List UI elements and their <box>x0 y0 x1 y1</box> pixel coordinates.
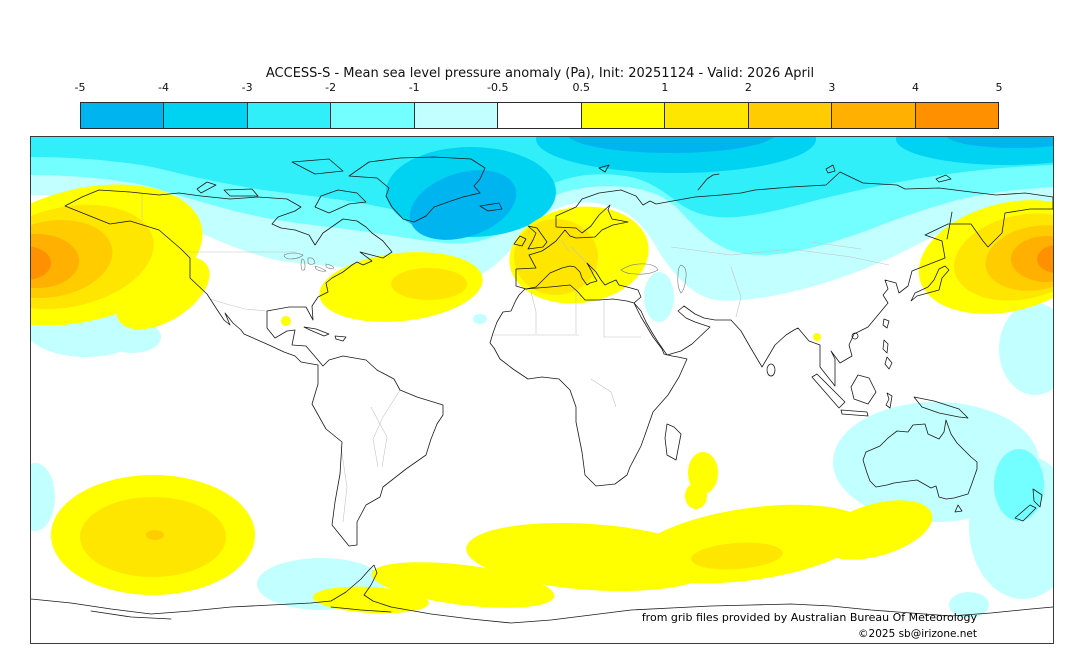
pressure-anomaly-map <box>31 137 1053 624</box>
japan-coastline <box>910 265 950 302</box>
colorbar-segment <box>831 103 915 128</box>
colorbar-tick-label: 3 <box>828 81 836 94</box>
tasmania-coastline <box>954 504 963 513</box>
colorbar-ticks: -5 -4 -3 -2 -1 -0.5 0.5 1 2 3 4 5 <box>75 81 1003 95</box>
java-coastline <box>840 409 869 417</box>
antarctica-ice-shelf-lines <box>90 606 392 620</box>
map-attribution: from grib files provided by Australian B… <box>642 609 977 642</box>
colorbar-segment <box>664 103 748 128</box>
colorbar-tick-label: -1 <box>408 81 420 94</box>
uk-coastline <box>527 225 548 250</box>
philippines-coastline <box>882 339 893 370</box>
borneo-coastline <box>850 374 877 405</box>
black-sea-outline <box>620 263 659 275</box>
caspian-sea-outline <box>677 264 687 294</box>
novaya-zemlya-coastline <box>697 173 720 191</box>
taiwan-coastline <box>882 318 890 329</box>
colorbar-tick-label: 5 <box>995 81 1003 94</box>
colorbar-tick-label: -3 <box>241 81 253 94</box>
coastlines <box>31 156 1053 624</box>
africa-coastline <box>489 284 688 487</box>
colorbar-segment <box>163 103 247 128</box>
figure-title: ACCESS-S - Mean sea level pressure anoma… <box>265 66 815 81</box>
country-borders <box>141 193 890 523</box>
colorbar-segment <box>413 103 498 128</box>
ireland-coastline <box>513 235 527 247</box>
colorbar-segment <box>497 103 581 128</box>
new-guinea-coastline <box>913 396 969 419</box>
iceland-coastline <box>479 202 503 212</box>
sumatra-coastline <box>811 373 846 409</box>
hainan-coastline <box>851 332 859 340</box>
colorbar-tick-label: -0.5 <box>486 81 509 94</box>
anomaly-negative-fills <box>31 137 1053 618</box>
new-zealand-coastline <box>1014 488 1043 522</box>
colorbar-segment <box>914 103 998 128</box>
colorbar-segment <box>81 103 164 128</box>
sri-lanka-coastline <box>766 363 776 377</box>
attribution-copyright: ©2025 sb@irizone.net <box>858 627 977 640</box>
colorbar-segment <box>580 103 665 128</box>
colorbar-tick-label: -4 <box>158 81 170 94</box>
colorbar-tick-label: -2 <box>325 81 337 94</box>
hispaniola-coastline <box>334 335 347 342</box>
victoria-island-coastline <box>223 188 259 197</box>
banks-island-coastline <box>196 181 217 194</box>
colorbar-segment <box>747 103 832 128</box>
new-siberian-islands-coastline <box>935 174 952 183</box>
colorbar-tick-label: 1 <box>661 81 669 94</box>
colorbar-segment <box>246 103 331 128</box>
world-map: from grib files provided by Australian B… <box>30 136 1054 644</box>
americas-coastline <box>64 189 444 547</box>
eurasia-coastline <box>515 171 1053 387</box>
severnaya-zemlya-coastline <box>825 164 836 174</box>
australia-coastline <box>862 419 978 500</box>
colorbar-tick-label: -5 <box>74 81 86 94</box>
sulawesi-coastline <box>885 392 893 409</box>
colorbar-tick-label: 2 <box>744 81 752 94</box>
cuba-coastline <box>303 326 330 337</box>
madagascar-coastline <box>664 423 682 461</box>
colorbar-tick-label: 4 <box>911 81 919 94</box>
svalbard-coastline <box>598 164 610 173</box>
greenland-coastline <box>348 156 486 223</box>
attribution-source: from grib files provided by Australian B… <box>641 610 977 624</box>
colorbar-tick-label: 0.5 <box>572 81 591 94</box>
sakhalin-coastline <box>946 211 953 240</box>
baffin-island-coastline <box>314 189 367 214</box>
antarctica-coastline <box>31 564 1053 624</box>
great-lakes-outline <box>283 252 335 272</box>
ellesmere-island-coastline <box>291 158 344 175</box>
colorbar-segment <box>330 103 414 128</box>
colorbar <box>80 102 999 129</box>
